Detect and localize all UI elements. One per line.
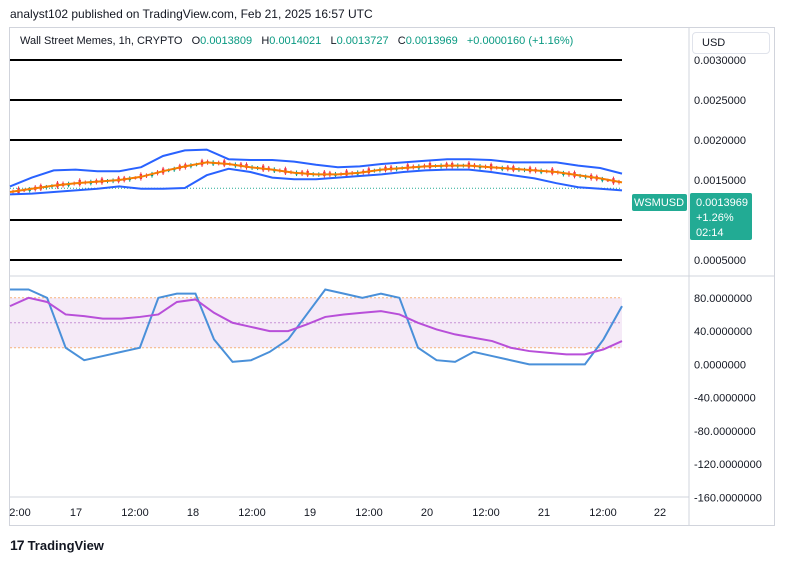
legend-high-label: H — [261, 35, 270, 47]
legend-close-value: 0.0013969 — [405, 35, 458, 47]
legend-change: +0.0000160 (+1.16%) — [466, 35, 574, 47]
tradingview-footer[interactable]: 17 TradingView — [10, 537, 104, 553]
legend-low-value: 0.0013727 — [336, 35, 389, 47]
legend-high-value: 0.0014021 — [269, 35, 322, 47]
publisher-line: analyst102 published on TradingView.com,… — [10, 7, 373, 21]
tradingview-logo-icon: 17 — [10, 537, 25, 553]
legend-low-label: L — [330, 35, 337, 47]
legend-open-label: O — [191, 35, 201, 47]
legend-close-label: C — [397, 35, 406, 47]
legend-open-value: 0.0013809 — [200, 35, 253, 47]
chart-frame — [9, 27, 775, 526]
currency-button[interactable]: USD — [692, 32, 770, 54]
legend-symbol[interactable]: Wall Street Memes, 1h, CRYPTO — [20, 35, 183, 47]
footer-brand: TradingView — [27, 537, 104, 553]
symbol-legend: Wall Street Memes, 1h, CRYPTO O0.0013809… — [20, 35, 573, 47]
